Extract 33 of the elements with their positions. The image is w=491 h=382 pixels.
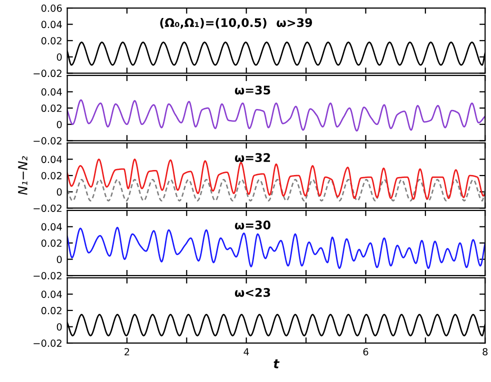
y-tick-label: −0.02 — [34, 272, 62, 280]
y-tick-label: 0.04 — [41, 88, 62, 96]
y-tick-label: 0.04 — [41, 223, 62, 231]
y-tick-label: 0.02 — [41, 239, 62, 247]
y-tick-label: 0.06 — [41, 4, 62, 12]
annotation: (Ω₀,Ω₁)=(10,0.5) — [160, 18, 266, 29]
y-tick-label: 0.02 — [41, 104, 62, 112]
annotation: ω=32 — [234, 153, 270, 162]
y-tick-label: −0.02 — [34, 204, 62, 212]
x-tick-label: 2 — [124, 348, 130, 356]
y-tick-label: 0 — [56, 256, 62, 264]
y-tick-label: 0.02 — [41, 172, 62, 180]
x-tick-label: 6 — [363, 348, 368, 356]
y-tick-label: 0 — [56, 120, 62, 128]
x-axis-title: t — [274, 359, 280, 368]
x-tick-label: 8 — [482, 348, 488, 356]
annotation: ω>39 — [276, 18, 312, 28]
y-tick-label: −0.02 — [34, 340, 62, 347]
annotation: ω<23 — [234, 288, 270, 297]
y-axis-title: N₁−N₂ — [18, 156, 28, 195]
y-tick-label: −0.02 — [34, 137, 62, 144]
y-tick-label: 0 — [56, 53, 62, 61]
annotation: ω=35 — [234, 86, 270, 95]
y-tick-label: 0.04 — [41, 20, 62, 28]
y-tick-label: 0.02 — [41, 306, 62, 314]
x-tick-label: 4 — [244, 348, 249, 356]
y-tick-label: 0.02 — [41, 37, 62, 44]
y-tick-label: 0.04 — [41, 290, 62, 298]
y-tick-label: 0 — [56, 323, 62, 331]
annotation: ω=30 — [234, 220, 270, 230]
y-tick-label: 0 — [56, 188, 62, 196]
y-tick-label: 0.04 — [41, 156, 62, 164]
y-tick-label: −0.02 — [34, 70, 62, 78]
